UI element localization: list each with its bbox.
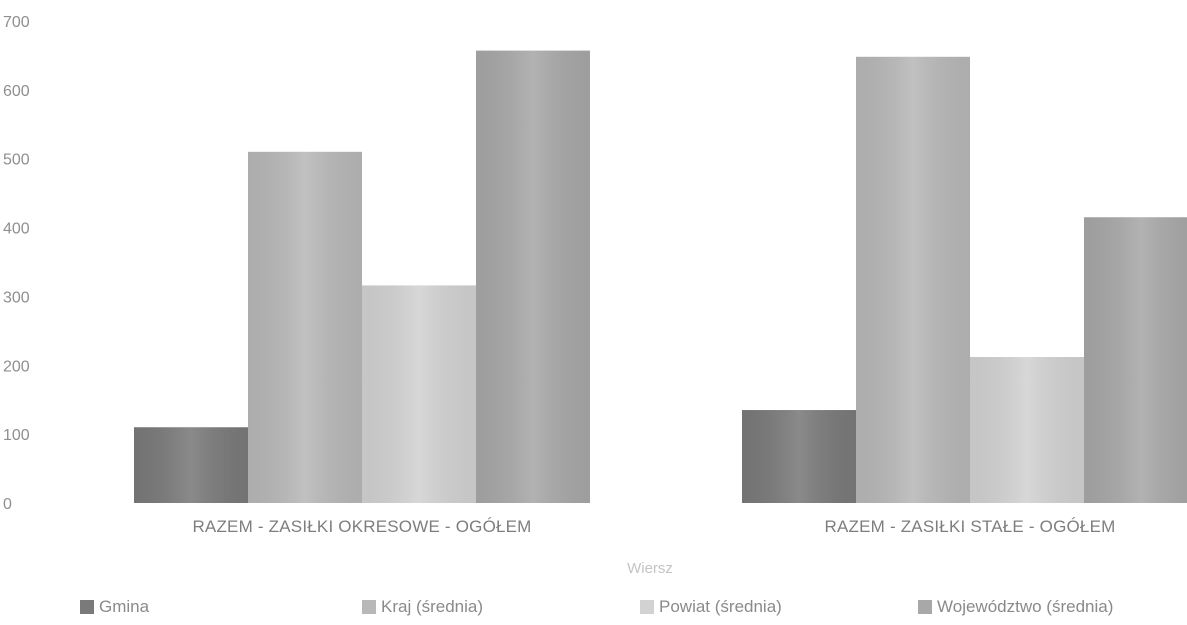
y-tick-label: 700 [3,14,30,31]
bar-shade [970,357,1084,503]
bar-shade [742,410,856,503]
legend-label: Kraj (średnia) [381,597,484,616]
legend-label: Powiat (średnia) [659,597,782,616]
bar-shade [362,285,476,503]
x-axis-categories: RAZEM - ZASIŁKI OKRESOWE - OGÓŁEM RAZEM -… [192,517,1115,536]
legend-label: Województwo (średnia) [937,597,1114,616]
bar-shade [134,427,248,503]
legend-swatch [362,600,376,614]
bar-shade [476,50,590,503]
legend-item: Kraj (średnia) [362,597,483,617]
bar-chart: 0 100 200 300 400 500 600 700 RAZEM - ZASIŁKI O… [3,14,1187,577]
legend: Gmina Kraj (średnia) Powiat (średnia) Wojew… [0,597,1187,625]
y-tick-label: 600 [3,83,30,100]
legend-swatch [918,600,932,614]
y-tick-label: 300 [3,289,30,306]
bar-shade [248,151,362,504]
category-label: RAZEM - ZASIŁKI OKRESOWE - OGÓŁEM [192,517,531,536]
legend-label: Gmina [99,597,150,616]
bar-shade [1084,217,1187,503]
legend-item: Gmina [80,597,149,617]
category-label: RAZEM - ZASIŁKI STAŁE - OGÓŁEM [825,517,1116,536]
bar-shade [856,56,970,503]
y-tick-label: 0 [3,496,12,513]
y-tick-label: 100 [3,427,30,444]
y-tick-label: 500 [3,152,30,169]
legend-item: Powiat (średnia) [640,597,782,617]
y-axis: 0 100 200 300 400 500 600 700 [3,14,30,513]
x-axis-label: Wiersz [627,560,673,577]
legend-item: Województwo (średnia) [918,597,1113,617]
bars [134,50,1187,504]
y-tick-label: 400 [3,221,30,238]
legend-swatch [80,600,94,614]
legend-swatch [640,600,654,614]
y-tick-label: 200 [3,358,30,375]
